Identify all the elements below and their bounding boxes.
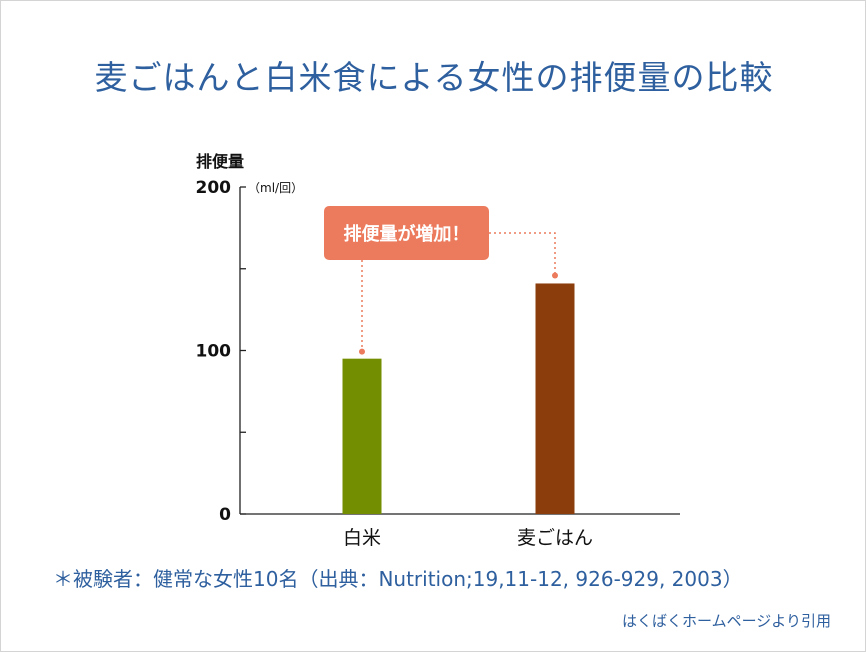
y-axis-label: 排便量	[196, 152, 244, 171]
y-tick-label: 200	[196, 178, 232, 198]
footnote: ＊被験者：健常な女性10名（出典：Nutrition;19,11-12, 926…	[53, 567, 743, 591]
leader-dot-barley-rice	[552, 272, 558, 279]
chart-annotation: 排便量が増加！	[324, 206, 558, 355]
leader-line-barley-rice	[489, 232, 556, 276]
y-tick-label: 100	[196, 342, 232, 362]
bar-2	[535, 283, 575, 514]
source-credit: はくばくホームページより引用	[622, 612, 831, 630]
y-axis-unit: （ml/回）	[248, 181, 303, 195]
bar-1	[342, 358, 382, 514]
chart-bars: 白米 麦ごはん	[342, 283, 593, 549]
y-tick-label: 0	[219, 505, 231, 525]
annotation-text: 排便量が増加！	[344, 223, 470, 245]
x-category-label: 白米	[343, 527, 381, 549]
x-category-label: 麦ごはん	[517, 527, 593, 549]
annotation-box	[324, 206, 489, 260]
chart-axes: 0 100 200 排便量 （ml/回）	[196, 152, 680, 525]
leader-dot-white-rice	[359, 348, 365, 355]
slide-title: 麦ごはんと白米食による女性の排便量の比較	[94, 58, 774, 97]
